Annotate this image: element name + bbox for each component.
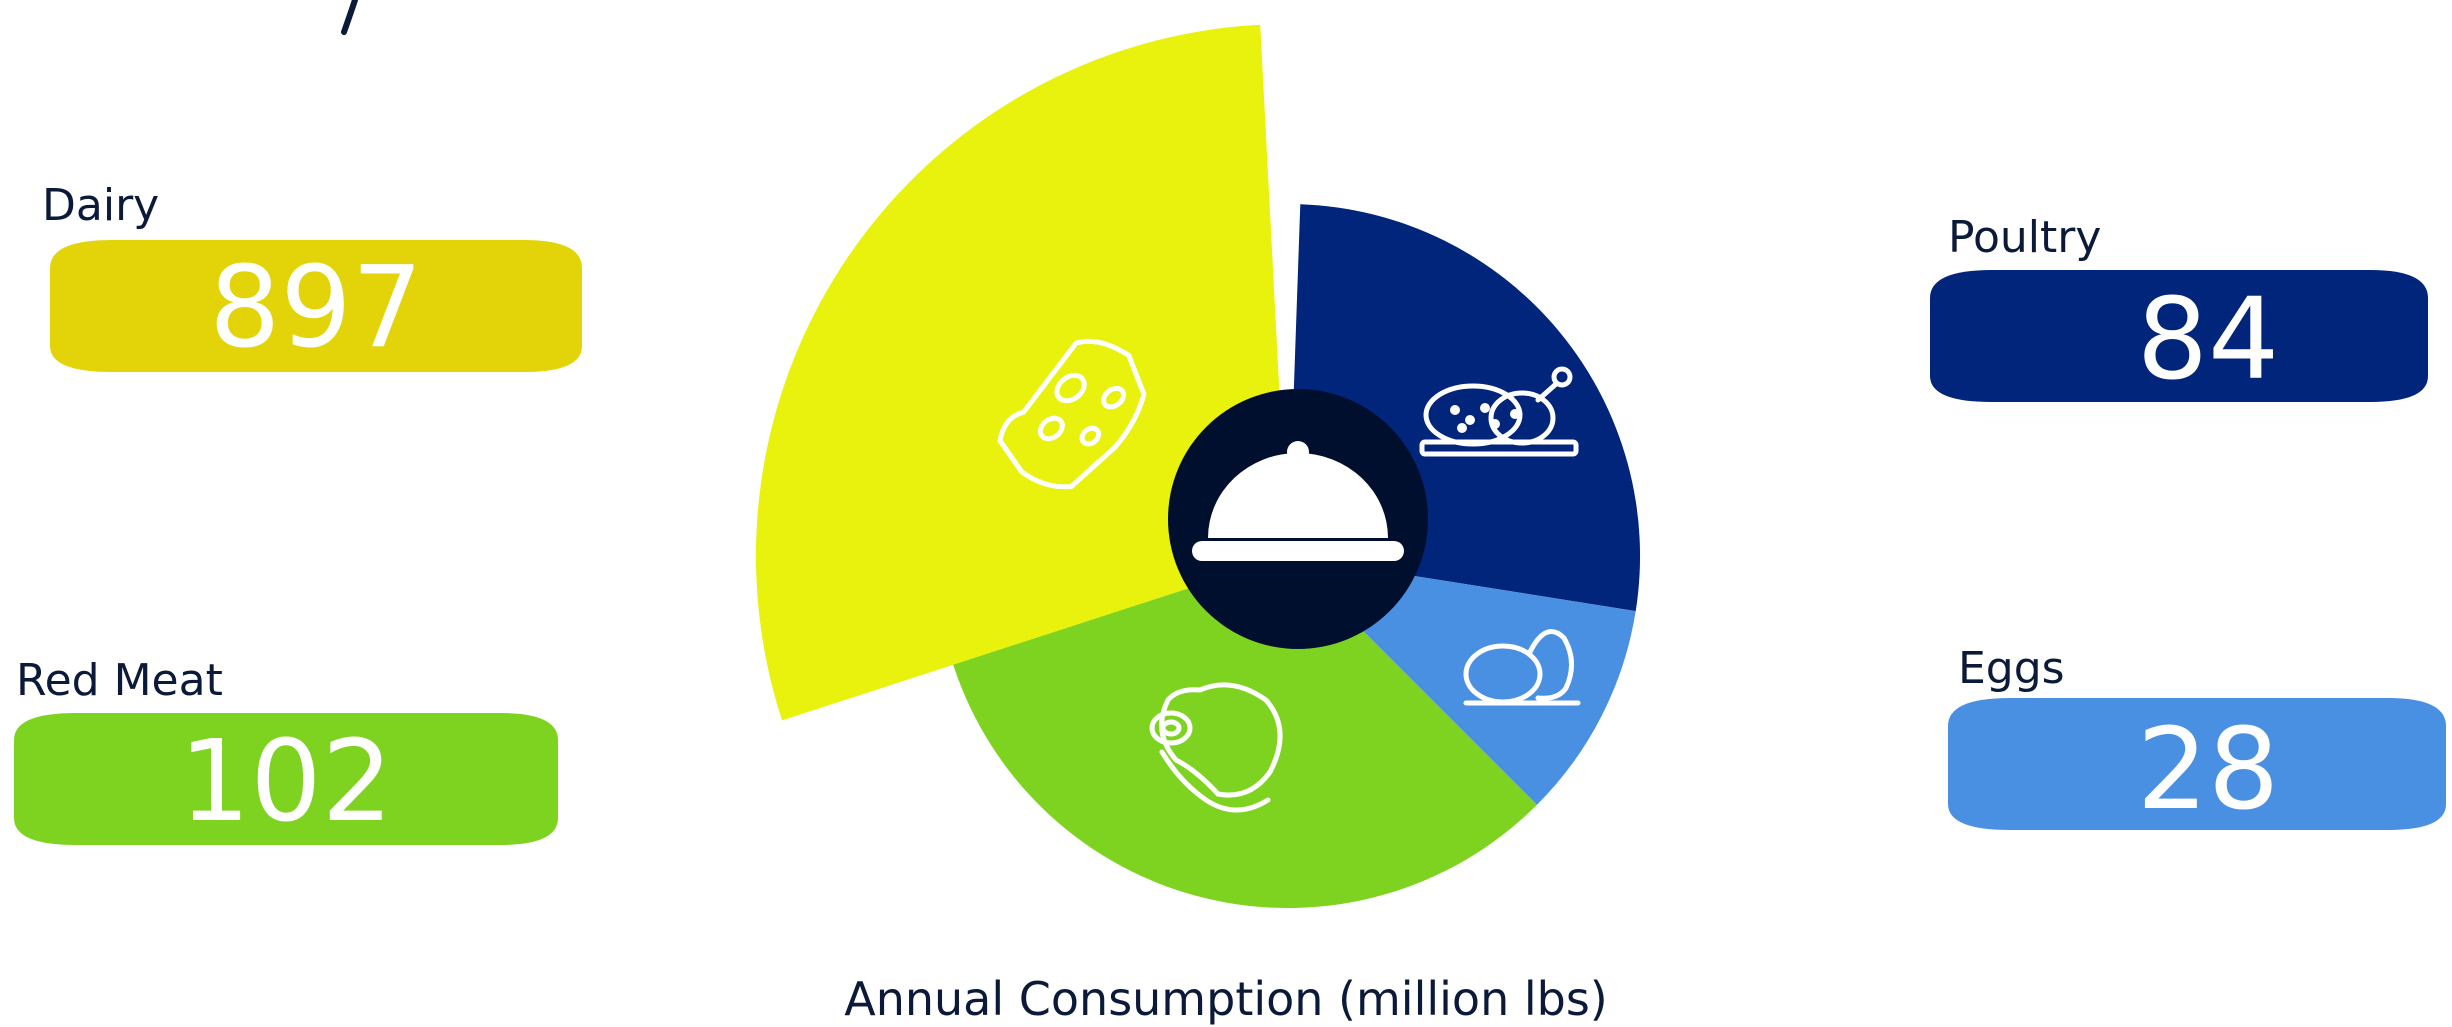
poultry-label: Poultry <box>1948 212 2101 263</box>
steak-icon <box>1149 682 1283 813</box>
serving-cloche-icon <box>1168 389 1428 649</box>
pie-slice-dairy <box>755 24 1286 721</box>
red-meat-label: Red Meat <box>16 655 223 706</box>
eggs-value-badge <box>1948 698 2446 830</box>
chart-xlabel: Annual Consumption (million lbs) <box>844 972 1608 1026</box>
red-meat-value-badge <box>14 713 558 845</box>
poultry-value-badge <box>1930 270 2428 402</box>
dairy-value: 897 <box>209 243 423 373</box>
pie-slice-red-meat <box>953 580 1537 909</box>
cheese-icon <box>997 338 1147 490</box>
dairy-label: Dairy <box>42 180 159 231</box>
pie-slice-eggs <box>1344 568 1636 805</box>
eggs-label: Eggs <box>1958 643 2065 694</box>
decorative-stroke <box>341 0 358 35</box>
poultry-value: 84 <box>2137 275 2280 405</box>
eggs-value: 28 <box>2137 705 2280 835</box>
red-meat-value: 102 <box>179 717 393 847</box>
roast-chicken-icon <box>1419 366 1579 457</box>
dairy-value-badge <box>50 240 582 372</box>
eggs-icon <box>1463 629 1581 706</box>
